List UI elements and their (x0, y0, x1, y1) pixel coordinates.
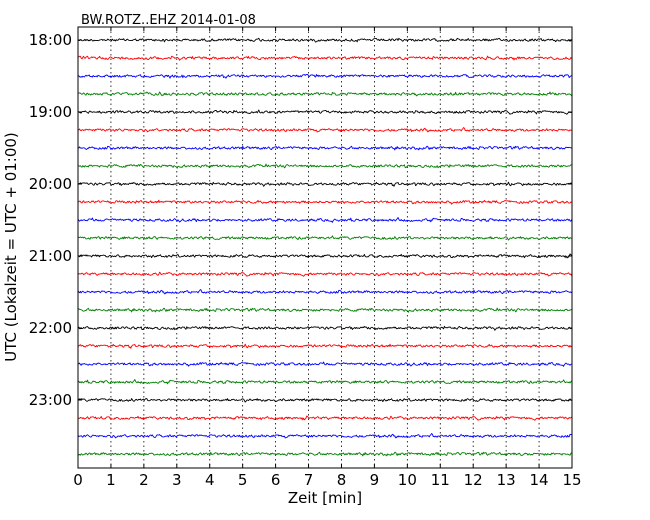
trace-line (77, 253, 572, 259)
trace-line (77, 91, 572, 97)
trace-line (77, 235, 572, 241)
x-tick-label: 9 (370, 471, 380, 489)
trace-line (77, 289, 572, 295)
x-tick-label: 3 (172, 471, 182, 489)
trace-line (77, 398, 572, 403)
trace-line (77, 451, 572, 457)
x-axis-ticks: 0 1 2 3 4 5 6 7 8 9 10 11 12 13 14 15 (73, 27, 582, 489)
y-tick-label: 18:00 (29, 31, 72, 49)
x-tick-label: 7 (304, 471, 314, 489)
x-tick-label: 12 (464, 471, 483, 489)
trace-line (77, 361, 572, 367)
x-axis-label: Zeit [min] (288, 489, 362, 507)
trace-line (77, 55, 572, 61)
grid-layer (110, 27, 540, 468)
x-tick-label: 4 (205, 471, 215, 489)
trace-line (77, 415, 572, 421)
y-axis-ticks: 18:00 19:00 20:00 21:00 22:00 23:00 (29, 31, 572, 409)
trace-line (77, 74, 572, 79)
y-tick-label: 22:00 (29, 319, 72, 337)
y-tick-label: 20:00 (29, 175, 72, 193)
x-tick-label: 14 (530, 471, 549, 489)
trace-layer (77, 37, 573, 457)
x-tick-label: 10 (398, 471, 417, 489)
x-tick-label: 2 (139, 471, 149, 489)
x-tick-label: 1 (106, 471, 116, 489)
y-axis-label: UTC (Lokalzeit = UTC + 01:00) (2, 132, 20, 362)
y-tick-label: 21:00 (29, 247, 72, 265)
y-tick-label: 23:00 (29, 391, 72, 409)
trace-line (77, 181, 572, 187)
trace-line (77, 109, 572, 115)
trace-line (77, 379, 572, 385)
trace-line (77, 127, 572, 133)
trace-line (77, 199, 572, 205)
trace-line (77, 433, 572, 439)
x-tick-label: 8 (337, 471, 347, 489)
chart-title: BW.ROTZ..EHZ 2014-01-08 (81, 13, 256, 28)
x-tick-label: 5 (238, 471, 248, 489)
trace-line (77, 163, 572, 169)
trace-line (77, 325, 572, 331)
trace-line (77, 217, 572, 223)
trace-line (77, 145, 572, 151)
x-tick-label: 15 (562, 471, 581, 489)
x-tick-label: 6 (271, 471, 281, 489)
x-tick-label: 11 (431, 471, 450, 489)
trace-line (77, 271, 573, 277)
trace-line (77, 37, 573, 43)
plot-frame (77, 26, 573, 469)
x-tick-label: 13 (497, 471, 516, 489)
x-tick-label: 0 (73, 471, 83, 489)
trace-line (77, 343, 572, 349)
y-tick-label: 19:00 (29, 103, 72, 121)
trace-line (77, 307, 572, 313)
